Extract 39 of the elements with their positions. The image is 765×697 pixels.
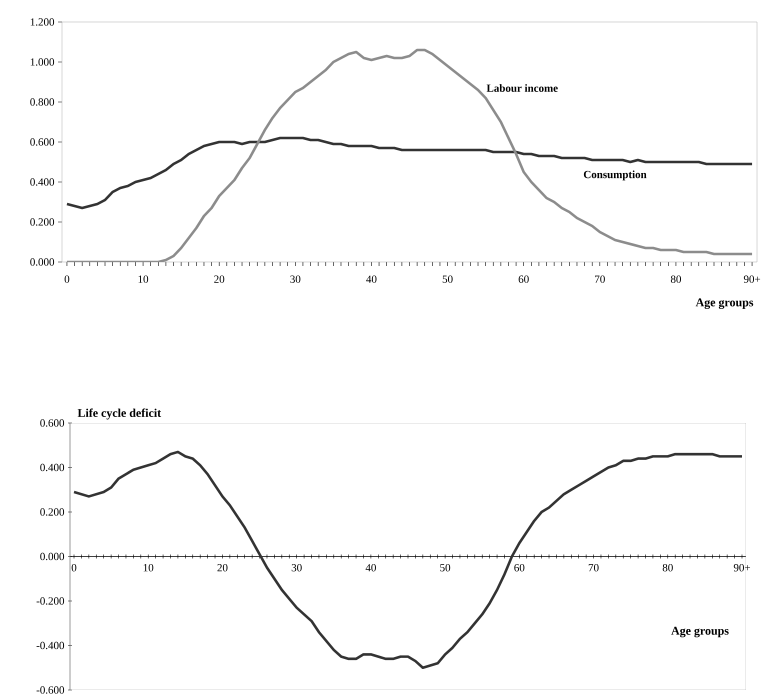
y-tick-label: 0.400: [40, 464, 64, 472]
x-tick-label: 50: [440, 564, 450, 572]
y-tick-label: 0.000: [40, 552, 64, 560]
y-tick-label: 1.000: [30, 58, 54, 66]
y-tick-label: 0.000: [30, 258, 54, 266]
x-tick-label: 0: [64, 275, 70, 283]
x-axis-title: Age groups: [696, 298, 754, 309]
y-tick-label: 0.200: [40, 508, 64, 516]
y-tick-label: 0.600: [40, 419, 64, 427]
x-tick-label: 40: [366, 564, 376, 572]
x-tick-label: 70: [595, 275, 605, 283]
y-tick-label: 0.200: [30, 218, 54, 226]
x-tick-label: 20: [217, 564, 228, 572]
x-tick-label: 60: [518, 275, 529, 283]
y-tick-label: 0.400: [30, 178, 54, 186]
y-tick-label: -0.600: [36, 686, 64, 694]
x-tick-label: 40: [366, 275, 377, 283]
series-label: Labour income: [486, 84, 558, 92]
y-tick-label: -0.200: [36, 597, 64, 605]
x-tick-label: 90+: [744, 275, 760, 283]
y-tick-label: -0.400: [36, 642, 64, 650]
x-tick-label: 90+: [734, 564, 750, 572]
x-tick-label: 80: [662, 564, 673, 572]
x-tick-label: 30: [290, 275, 300, 283]
y-tick-label: 0.800: [30, 98, 54, 106]
x-tick-label: 80: [670, 275, 681, 283]
x-tick-label: 30: [292, 564, 302, 572]
x-tick-label: 20: [214, 275, 224, 283]
series-label: Consumption: [584, 170, 647, 180]
x-tick-label: 60: [514, 564, 524, 572]
y-axis-title: Life cycle deficit: [78, 408, 162, 420]
x-tick-label: 50: [442, 275, 453, 283]
y-tick-label: 0.600: [30, 138, 54, 146]
x-tick-label: 10: [144, 564, 154, 572]
x-axis-title: Age groups: [671, 626, 729, 638]
x-tick-label: 0: [72, 564, 76, 572]
y-tick-label: 1.200: [30, 18, 54, 26]
x-tick-label: 10: [138, 275, 148, 283]
x-tick-label: 70: [588, 564, 599, 572]
